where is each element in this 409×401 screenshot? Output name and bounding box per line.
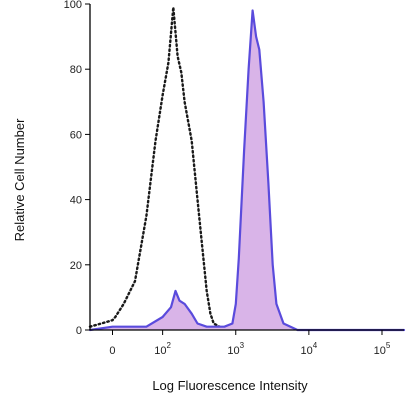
axes-layer: [89, 4, 404, 331]
series-1-area: [90, 10, 404, 330]
series-0-line: [88, 6, 221, 328]
series-1-line: [88, 9, 406, 332]
x-axis-title: Log Fluorescence Intensity: [152, 378, 308, 393]
x-tick-label: 105: [374, 341, 391, 357]
y-ticks: 0 20 40 60 80 100: [64, 0, 90, 337]
y-axis-title: Relative Cell Number: [12, 118, 27, 241]
x-tick-label: 0: [109, 345, 115, 357]
x-tick-label: 102: [154, 341, 171, 357]
y-tick-label: 20: [70, 260, 82, 272]
y-tick-label: 80: [70, 64, 82, 76]
y-tick-label: 40: [70, 195, 82, 207]
x-tick-label: 104: [301, 341, 318, 357]
series-layer: [88, 6, 406, 332]
y-tick-label: 60: [70, 129, 82, 141]
y-tick-label: 0: [76, 325, 82, 337]
y-tick-label: 100: [64, 0, 82, 11]
x-tick-label: 103: [227, 341, 244, 357]
x-ticks: 0 102 103 104 105: [109, 330, 391, 357]
